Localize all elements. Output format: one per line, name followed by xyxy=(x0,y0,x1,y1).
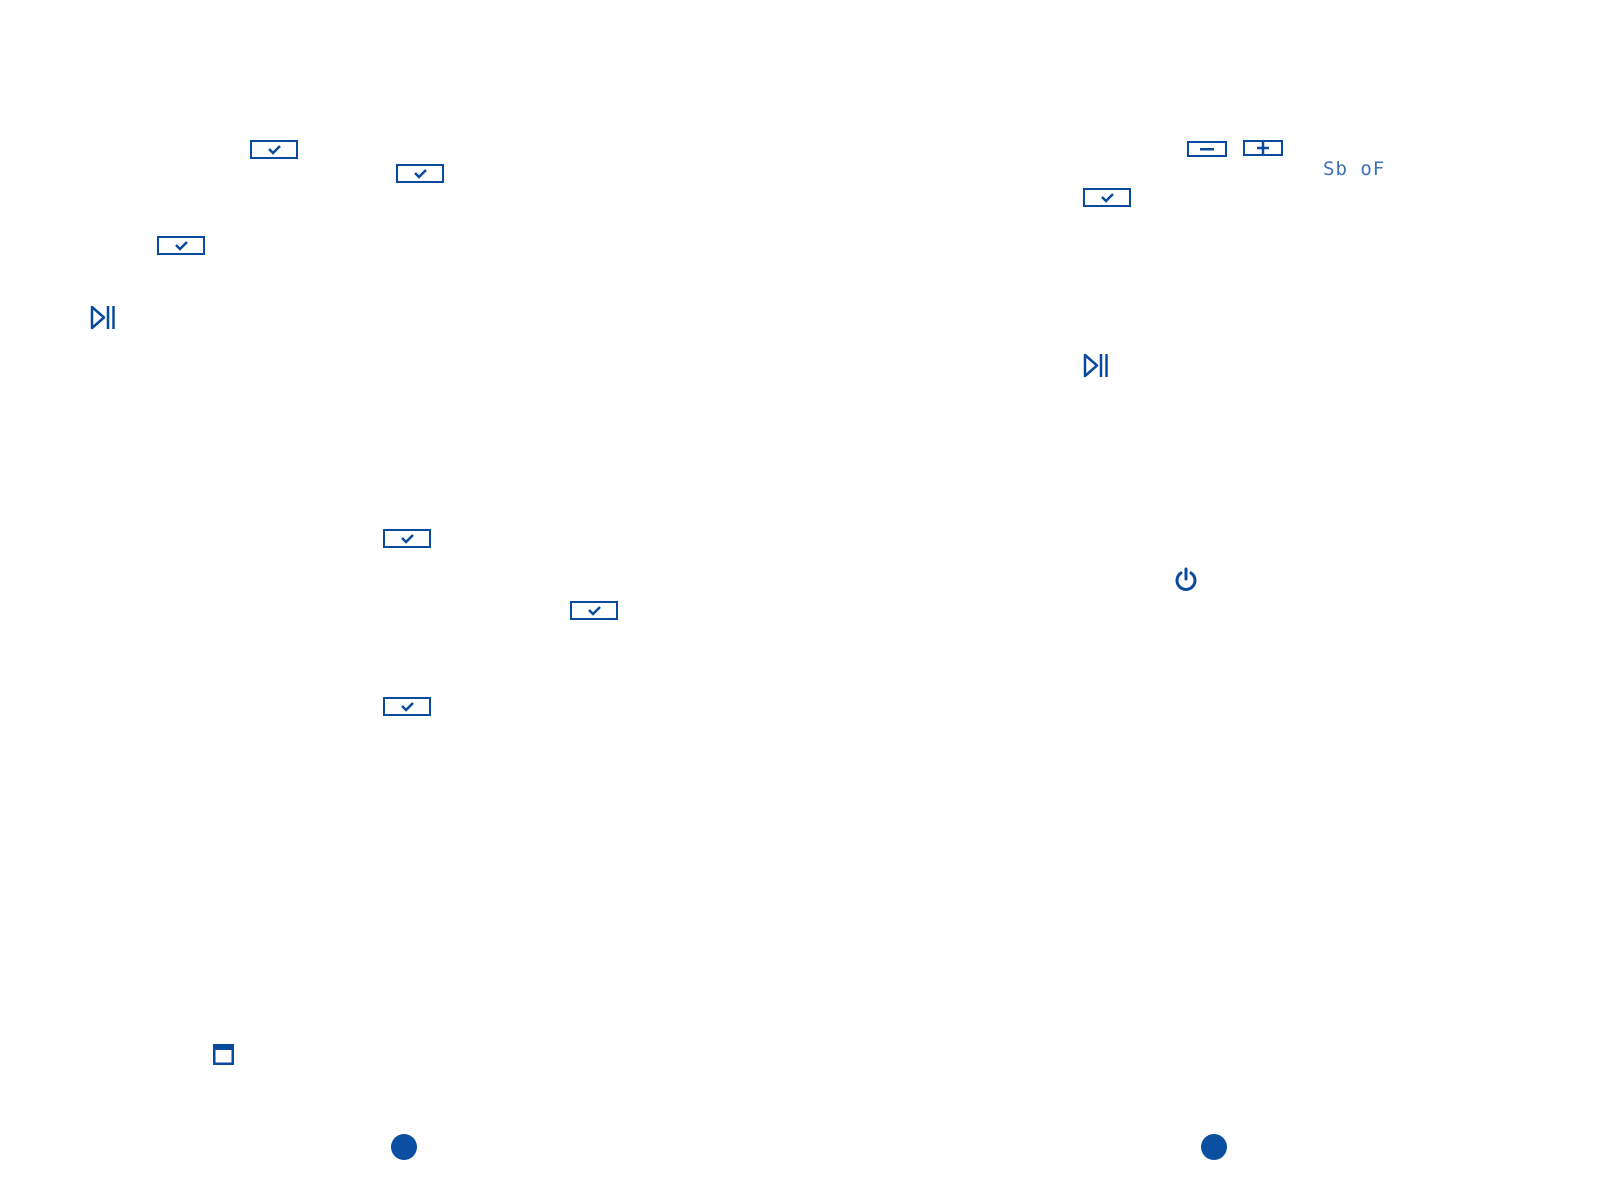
check-icon xyxy=(401,702,414,712)
ok-button xyxy=(396,164,444,183)
check-icon xyxy=(588,606,601,616)
ok-button xyxy=(157,236,205,255)
play-pause-icon xyxy=(90,305,115,330)
ok-button xyxy=(383,529,431,548)
lcd-display-text: Sb oF xyxy=(1323,158,1386,180)
check-icon xyxy=(414,169,427,179)
plus-icon xyxy=(1257,142,1269,154)
ok-button xyxy=(383,697,431,716)
check-icon xyxy=(1101,193,1114,203)
check-icon xyxy=(268,145,281,155)
window-icon xyxy=(213,1044,234,1065)
ok-button xyxy=(250,140,298,159)
minus-button xyxy=(1187,141,1227,157)
ok-button xyxy=(1083,188,1131,207)
page-marker xyxy=(1201,1134,1227,1160)
minus-icon xyxy=(1200,148,1214,151)
check-icon xyxy=(401,534,414,544)
plus-button xyxy=(1243,140,1283,156)
page-marker xyxy=(391,1134,417,1160)
ok-button xyxy=(570,601,618,620)
play-pause-icon xyxy=(1083,353,1108,378)
check-icon xyxy=(175,241,188,251)
power-icon xyxy=(1175,567,1197,591)
